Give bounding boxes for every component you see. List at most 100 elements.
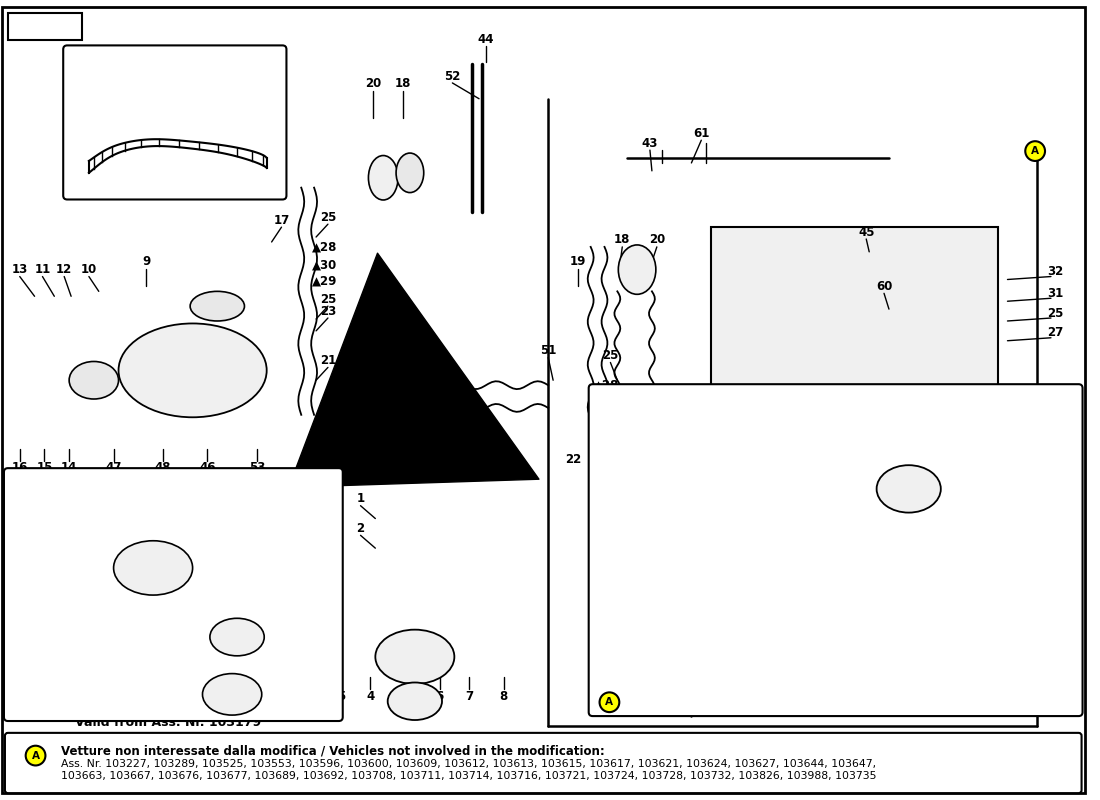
Bar bbox=[730, 454, 790, 509]
Ellipse shape bbox=[119, 323, 266, 418]
FancyBboxPatch shape bbox=[4, 733, 1081, 793]
Text: 12: 12 bbox=[56, 263, 73, 276]
Bar bbox=[8, 13, 82, 41]
Ellipse shape bbox=[190, 291, 244, 321]
Ellipse shape bbox=[368, 155, 398, 200]
Text: 42: 42 bbox=[214, 609, 230, 622]
Text: A: A bbox=[32, 750, 40, 761]
Text: 51: 51 bbox=[540, 344, 557, 357]
Text: 38: 38 bbox=[718, 391, 734, 405]
Text: 9: 9 bbox=[142, 255, 151, 268]
Ellipse shape bbox=[375, 630, 454, 684]
Text: 39: 39 bbox=[772, 391, 789, 405]
Text: 45: 45 bbox=[858, 226, 874, 238]
Text: 10: 10 bbox=[80, 263, 97, 276]
Ellipse shape bbox=[69, 362, 119, 399]
Text: 11: 11 bbox=[34, 263, 51, 276]
Text: 53: 53 bbox=[249, 461, 265, 474]
Text: 35: 35 bbox=[634, 500, 650, 513]
Text: 26: 26 bbox=[604, 467, 620, 481]
Text: 39: 39 bbox=[162, 479, 178, 493]
Text: 44: 44 bbox=[477, 33, 494, 46]
Text: 25: 25 bbox=[602, 430, 618, 443]
Text: ▲29: ▲29 bbox=[594, 414, 619, 426]
Text: 22: 22 bbox=[564, 453, 581, 466]
Circle shape bbox=[600, 692, 619, 712]
Text: 20: 20 bbox=[365, 78, 382, 90]
Text: 16: 16 bbox=[12, 461, 28, 474]
Text: 7: 7 bbox=[465, 690, 473, 703]
Text: 18: 18 bbox=[614, 234, 630, 246]
Text: ▲30: ▲30 bbox=[312, 258, 338, 271]
Text: 24: 24 bbox=[644, 467, 660, 481]
Text: 33: 33 bbox=[13, 688, 30, 701]
Text: A: A bbox=[605, 698, 614, 707]
Text: 25: 25 bbox=[602, 349, 618, 362]
Text: 46: 46 bbox=[199, 461, 216, 474]
Text: 33: 33 bbox=[600, 670, 616, 683]
FancyBboxPatch shape bbox=[4, 468, 343, 721]
Text: 18: 18 bbox=[395, 78, 411, 90]
Circle shape bbox=[25, 746, 45, 766]
Ellipse shape bbox=[210, 618, 264, 656]
Text: 4: 4 bbox=[366, 690, 374, 703]
Text: 8: 8 bbox=[499, 690, 508, 703]
Text: 20: 20 bbox=[649, 234, 666, 246]
Text: 40: 40 bbox=[822, 423, 838, 436]
Text: 31: 31 bbox=[1047, 287, 1063, 300]
Text: 41: 41 bbox=[185, 609, 201, 622]
Text: 25: 25 bbox=[320, 210, 337, 224]
Ellipse shape bbox=[877, 465, 940, 513]
Text: 1: 1 bbox=[660, 391, 668, 405]
Text: 32: 32 bbox=[1047, 265, 1063, 278]
Text: 36: 36 bbox=[802, 391, 818, 405]
Text: 47: 47 bbox=[106, 461, 122, 474]
Text: 4: 4 bbox=[691, 391, 698, 405]
Text: 4: 4 bbox=[691, 391, 698, 405]
Text: 2: 2 bbox=[688, 500, 695, 513]
Text: 19: 19 bbox=[570, 255, 586, 268]
Bar bbox=[805, 454, 865, 509]
Text: Ass. Nr. 103227, 103289, 103525, 103553, 103596, 103600, 103609, 103612, 103613,: Ass. Nr. 103227, 103289, 103525, 103553,… bbox=[62, 758, 877, 769]
Text: 61: 61 bbox=[693, 127, 710, 140]
Text: ▲30: ▲30 bbox=[594, 397, 619, 410]
Bar bbox=[712, 227, 998, 518]
Text: 49: 49 bbox=[600, 391, 616, 405]
Ellipse shape bbox=[618, 245, 656, 294]
Text: 58: 58 bbox=[246, 479, 263, 493]
Text: 3: 3 bbox=[400, 690, 409, 703]
Text: Soluzione superata: Soluzione superata bbox=[108, 54, 242, 68]
Text: 43: 43 bbox=[641, 137, 658, 150]
Text: 2: 2 bbox=[356, 522, 364, 535]
Text: 25: 25 bbox=[320, 293, 337, 306]
Text: 59: 59 bbox=[86, 609, 102, 622]
Text: 59: 59 bbox=[53, 609, 69, 622]
Text: 17: 17 bbox=[157, 103, 174, 116]
Text: 50: 50 bbox=[627, 391, 644, 405]
Ellipse shape bbox=[387, 682, 442, 720]
FancyBboxPatch shape bbox=[588, 384, 1082, 716]
Text: 50: 50 bbox=[627, 391, 644, 405]
Text: 38: 38 bbox=[718, 391, 734, 405]
Text: Vale fino all’Ass. Nr. 103178: Vale fino all’Ass. Nr. 103178 bbox=[686, 690, 883, 703]
Text: 27: 27 bbox=[1047, 326, 1063, 339]
Text: 35: 35 bbox=[128, 479, 144, 493]
Text: 13: 13 bbox=[12, 263, 28, 276]
Text: Valid from Ass. Nr. 103179: Valid from Ass. Nr. 103179 bbox=[75, 717, 261, 730]
Text: ▲29: ▲29 bbox=[312, 275, 338, 288]
Text: PARTS
SHOP: PARTS SHOP bbox=[288, 250, 818, 590]
Text: 26: 26 bbox=[375, 384, 392, 397]
Text: Vale dall’Ass. Nr. 103179: Vale dall’Ass. Nr. 103179 bbox=[80, 702, 255, 714]
Text: 23: 23 bbox=[320, 305, 337, 318]
Text: 1: 1 bbox=[660, 391, 668, 405]
Text: 55: 55 bbox=[90, 103, 107, 116]
Text: ▲28: ▲28 bbox=[312, 241, 338, 254]
FancyBboxPatch shape bbox=[63, 46, 286, 199]
Text: 39: 39 bbox=[772, 391, 789, 405]
Text: 34: 34 bbox=[16, 532, 33, 545]
Text: 14: 14 bbox=[60, 461, 77, 474]
Text: A: A bbox=[1031, 146, 1040, 156]
Text: ▲28: ▲28 bbox=[594, 378, 619, 392]
Text: ▲ = 54: ▲ = 54 bbox=[19, 19, 73, 34]
Text: Valid till Ass. Nr. 103178: Valid till Ass. Nr. 103178 bbox=[700, 705, 871, 718]
